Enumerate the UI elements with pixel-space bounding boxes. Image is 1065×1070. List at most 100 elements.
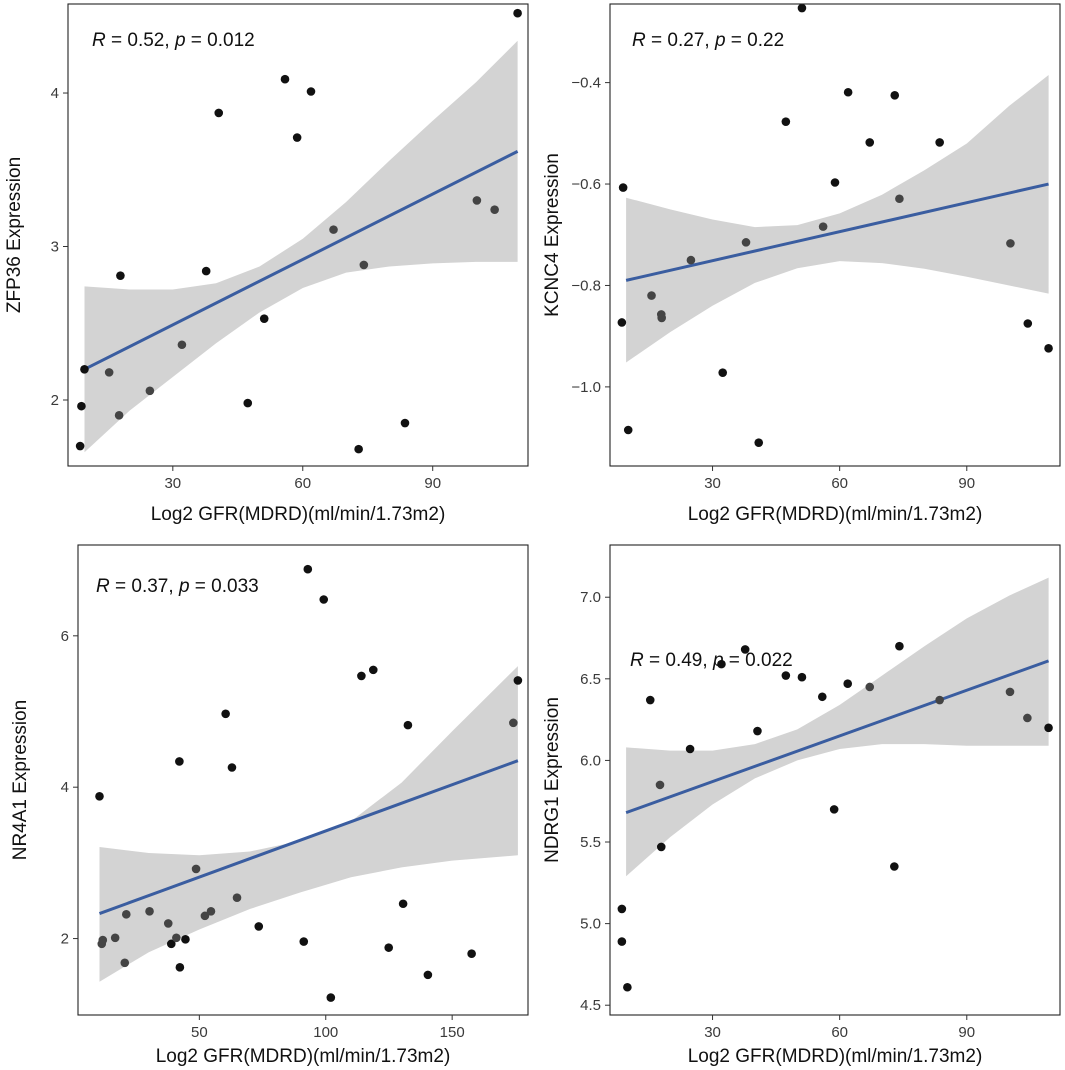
panel-ndrg1: 30 60 90 4.5 5.0 5.5 6.0 6.5 7.0 R = 0.49, p = 0… bbox=[542, 544, 1061, 1067]
confidence-band bbox=[626, 75, 1049, 363]
correlation-label: R = 0.37, p = 0.033 bbox=[96, 576, 259, 597]
data-point bbox=[686, 255, 696, 265]
r-symbol: R bbox=[630, 650, 644, 671]
r-value: = 0.52, bbox=[106, 30, 175, 51]
p-value: = 0.022 bbox=[724, 650, 793, 671]
x-tick-label: 60 bbox=[294, 475, 311, 492]
data-point bbox=[623, 982, 632, 992]
data-point bbox=[191, 864, 201, 874]
data-point bbox=[890, 90, 900, 100]
y-tick-label: 4 bbox=[51, 85, 59, 102]
data-point bbox=[200, 911, 210, 921]
data-point bbox=[201, 266, 211, 276]
y-tick-label: −0.4 bbox=[571, 75, 601, 92]
data-point bbox=[1005, 687, 1015, 697]
y-tick-label: 4.5 bbox=[580, 997, 601, 1014]
y-tick-label: 6 bbox=[61, 628, 69, 645]
x-tick-label: 30 bbox=[704, 1024, 721, 1041]
panel-nr4a1: 50 100 150 2 4 6 R = 0.37, p = 0.033 Log2 GFR… bbox=[10, 544, 529, 1067]
data-point bbox=[175, 963, 185, 972]
data-point bbox=[843, 87, 853, 97]
y-tick-label: 5.0 bbox=[580, 916, 601, 933]
data-point bbox=[177, 340, 187, 350]
data-point bbox=[830, 178, 840, 187]
y-tick-label: −0.8 bbox=[571, 277, 601, 294]
data-point bbox=[1044, 344, 1053, 353]
data-point bbox=[740, 645, 750, 654]
data-point bbox=[935, 138, 944, 147]
p-symbol: p bbox=[178, 576, 190, 597]
x-tick-label: 50 bbox=[191, 1024, 208, 1041]
data-point bbox=[1006, 239, 1015, 248]
data-point bbox=[935, 695, 944, 705]
y-tick-label: 6.5 bbox=[580, 671, 601, 688]
data-point bbox=[95, 791, 104, 801]
y-axis-title: KCNC4 Expression bbox=[542, 153, 563, 317]
y-tick-label: 7.0 bbox=[580, 589, 601, 606]
data-point bbox=[163, 919, 173, 928]
data-point bbox=[1044, 723, 1053, 733]
data-point bbox=[1023, 713, 1032, 723]
x-axis-title: Log2 GFR(MDRD)(ml/min/1.73m2) bbox=[688, 504, 983, 525]
p-symbol: p bbox=[174, 30, 186, 51]
y-axis-title: NR4A1 Expression bbox=[10, 700, 31, 861]
data-point bbox=[718, 368, 728, 377]
data-point bbox=[753, 726, 762, 736]
data-point bbox=[77, 401, 86, 411]
data-point bbox=[423, 970, 433, 980]
y-axis-title: NDRG1 Expression bbox=[542, 697, 563, 863]
data-point bbox=[75, 441, 85, 451]
data-point bbox=[181, 935, 190, 944]
data-point bbox=[829, 805, 839, 814]
data-point bbox=[865, 138, 875, 147]
data-point bbox=[326, 993, 336, 1002]
panel-kcnc4: 30 60 90 −1.0 −0.8 −0.6 −0.4 R = 0.27, p = 0.2… bbox=[542, 3, 1061, 525]
data-point bbox=[647, 291, 656, 300]
plot-frame bbox=[609, 544, 1061, 1016]
correlation-label: R = 0.27, p = 0.22 bbox=[632, 30, 784, 51]
data-point bbox=[513, 676, 523, 685]
x-tick-label: 60 bbox=[831, 1024, 848, 1041]
data-point bbox=[80, 365, 89, 374]
data-point bbox=[617, 937, 627, 946]
data-point bbox=[114, 411, 124, 420]
data-point bbox=[797, 672, 807, 682]
data-point bbox=[467, 949, 476, 958]
data-point bbox=[145, 907, 154, 916]
plot-frame bbox=[67, 3, 529, 467]
x-tick-label: 150 bbox=[440, 1024, 465, 1041]
confidence-band bbox=[626, 577, 1049, 877]
r-value: = 0.27, bbox=[646, 30, 715, 51]
data-point bbox=[227, 763, 237, 772]
data-point bbox=[797, 3, 807, 13]
data-point bbox=[359, 260, 369, 270]
data-point bbox=[357, 671, 366, 681]
data-point bbox=[865, 682, 875, 692]
data-point bbox=[98, 935, 108, 945]
regression-line bbox=[83, 150, 519, 371]
data-point bbox=[656, 842, 666, 852]
r-symbol: R bbox=[96, 576, 110, 597]
data-point bbox=[299, 937, 309, 946]
p-symbol: p bbox=[712, 650, 724, 671]
y-tick-label: 6.0 bbox=[580, 752, 601, 769]
data-point bbox=[895, 641, 904, 651]
data-point bbox=[617, 318, 627, 327]
y-tick-label: 3 bbox=[51, 239, 59, 256]
correlation-label: R = 0.52, p = 0.012 bbox=[92, 30, 255, 51]
data-point bbox=[145, 386, 155, 396]
data-point bbox=[618, 183, 628, 192]
y-tick-label: 4 bbox=[61, 779, 69, 796]
p-value: = 0.033 bbox=[190, 576, 259, 597]
confidence-band bbox=[99, 666, 518, 982]
data-point bbox=[354, 444, 363, 454]
y-tick-label: 2 bbox=[61, 931, 69, 948]
data-point bbox=[306, 87, 316, 96]
data-point bbox=[817, 692, 827, 702]
y-axis-title: ZFP36 Expression bbox=[4, 157, 25, 313]
data-point bbox=[175, 757, 184, 766]
data-point bbox=[717, 659, 726, 669]
data-point bbox=[172, 933, 181, 943]
plot-frame bbox=[609, 3, 1061, 467]
r-symbol: R bbox=[632, 30, 646, 51]
